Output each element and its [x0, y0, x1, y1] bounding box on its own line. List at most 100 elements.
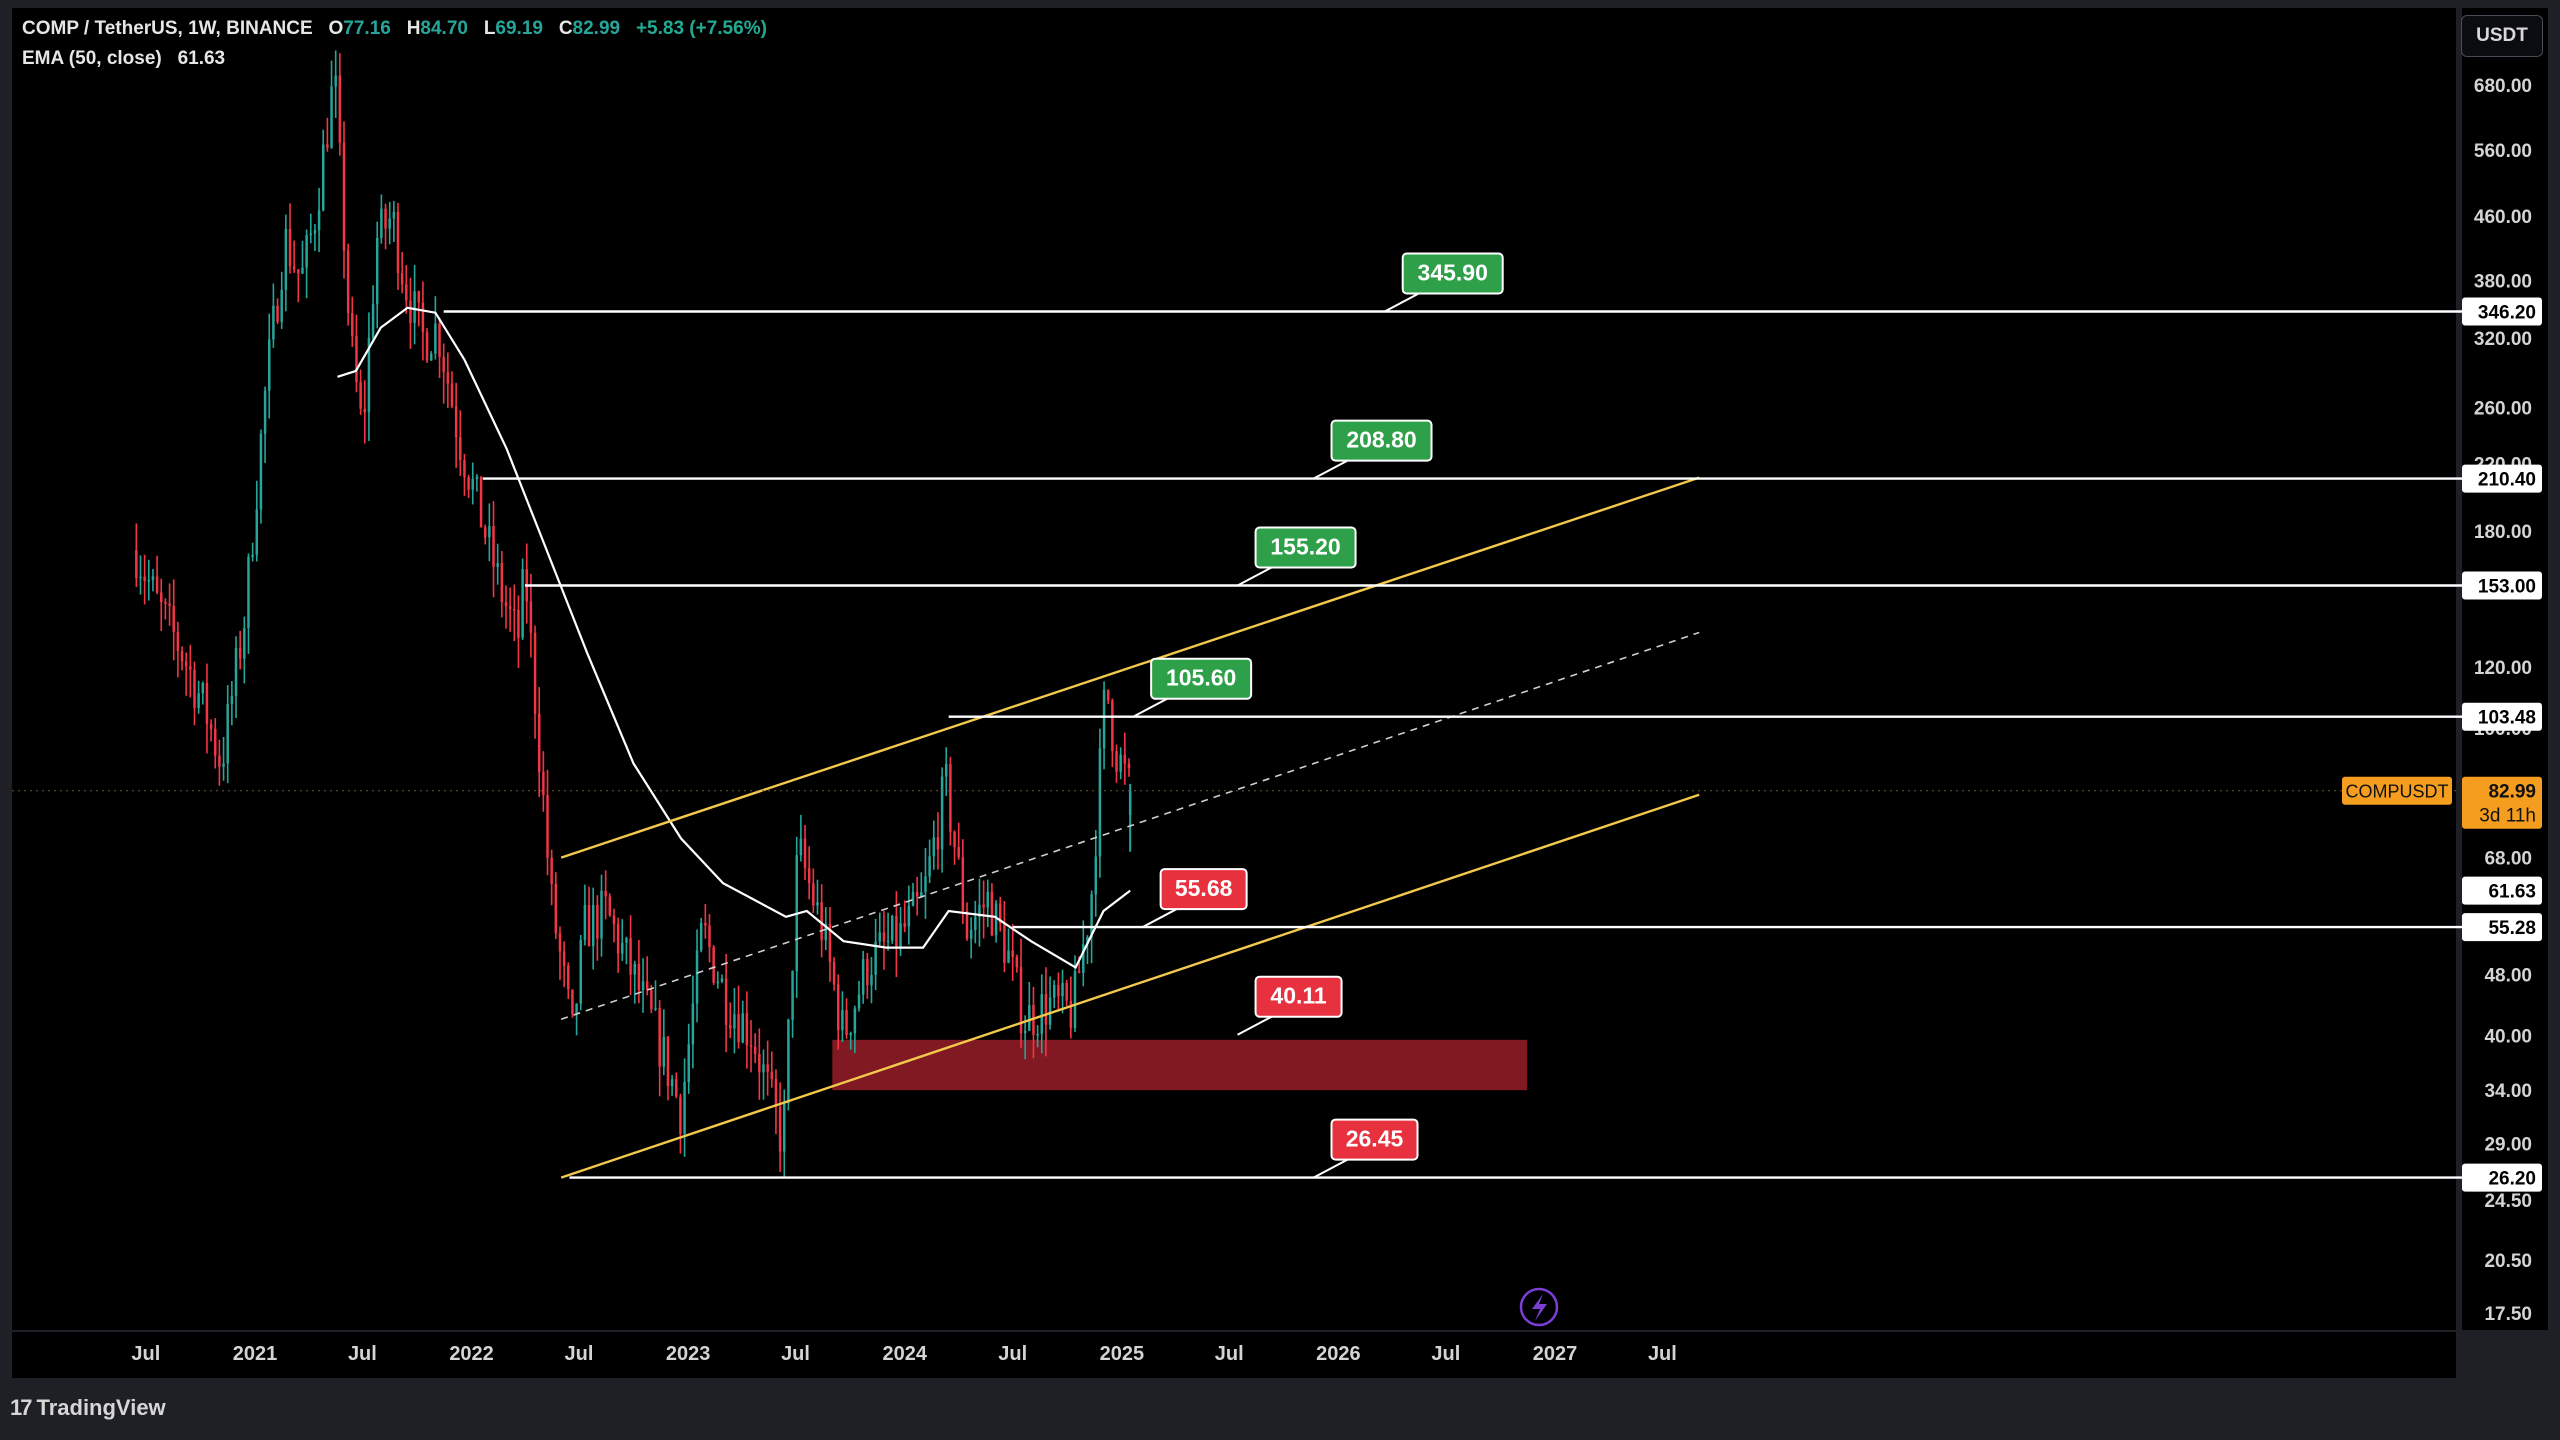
candle-body[interactable] — [650, 989, 653, 1010]
candle-body[interactable] — [828, 923, 832, 963]
candle-body[interactable] — [425, 332, 429, 361]
candle-body[interactable] — [405, 284, 408, 301]
candle-body[interactable] — [778, 1106, 782, 1152]
candle-body[interactable] — [363, 408, 367, 413]
candle-body[interactable] — [915, 892, 919, 897]
level-callout-105-60-box[interactable] — [1150, 657, 1253, 700]
candle-body[interactable] — [172, 605, 175, 632]
candle-body[interactable] — [936, 837, 940, 850]
candle-body[interactable] — [799, 838, 803, 856]
candle-body[interactable] — [226, 703, 229, 764]
candle-body[interactable] — [579, 940, 582, 1004]
candle-body[interactable] — [1069, 1000, 1073, 1029]
candle-body[interactable] — [201, 683, 205, 694]
candle-body[interactable] — [151, 576, 155, 580]
candle-body[interactable] — [467, 477, 470, 490]
candle-body[interactable] — [920, 892, 923, 897]
candle-body[interactable] — [139, 576, 142, 579]
candle-body[interactable] — [583, 905, 587, 941]
candle-body[interactable] — [737, 1014, 740, 1043]
candle-body[interactable] — [417, 291, 421, 303]
candle-body[interactable] — [500, 563, 504, 603]
price-axis[interactable] — [2462, 8, 2548, 1330]
candle-body[interactable] — [1015, 956, 1019, 968]
candle-body[interactable] — [251, 554, 254, 557]
candle-body[interactable] — [621, 942, 624, 954]
candle-body[interactable] — [197, 693, 200, 708]
candle-body[interactable] — [488, 526, 491, 538]
candle-body[interactable] — [238, 648, 242, 659]
candle-body[interactable] — [616, 924, 620, 954]
candle-body[interactable] — [313, 230, 317, 234]
candle-body[interactable] — [459, 437, 462, 461]
candle-body[interactable] — [886, 940, 890, 943]
candle-body[interactable] — [787, 1019, 790, 1104]
time-axis[interactable] — [12, 1332, 2456, 1378]
candle-body[interactable] — [338, 75, 342, 143]
candle-body[interactable] — [675, 1079, 678, 1097]
candle-body[interactable] — [575, 1003, 578, 1014]
candle-body[interactable] — [911, 892, 915, 906]
candle-body[interactable] — [301, 267, 304, 274]
channel-upper-line[interactable] — [560, 476, 1700, 859]
candle-body[interactable] — [670, 1079, 674, 1086]
candle-body[interactable] — [351, 313, 354, 337]
candle-body[interactable] — [1082, 944, 1085, 973]
currency-button[interactable]: USDT — [2461, 15, 2543, 57]
candle-body[interactable] — [820, 902, 823, 941]
candle-body[interactable] — [762, 1064, 765, 1073]
lightning-icon[interactable] — [1519, 1287, 1559, 1327]
candle-body[interactable] — [866, 959, 869, 986]
candle-body[interactable] — [591, 905, 595, 947]
candle-body[interactable] — [1094, 856, 1098, 895]
candle-body[interactable] — [209, 724, 213, 729]
candle-body[interactable] — [533, 632, 537, 714]
candle-body[interactable] — [807, 868, 811, 884]
indicator-legend[interactable]: EMA (50, close) 61.63 — [22, 48, 225, 70]
candle-body[interactable] — [442, 357, 445, 373]
candle-body[interactable] — [1040, 994, 1044, 1034]
candle-body[interactable] — [454, 406, 458, 438]
candle-body[interactable] — [587, 905, 591, 947]
candle-body[interactable] — [600, 890, 603, 939]
candle-body[interactable] — [994, 903, 998, 936]
level-callout-55-68-box[interactable] — [1159, 868, 1248, 911]
candle-body[interactable] — [874, 941, 877, 975]
candle-body[interactable] — [558, 933, 562, 952]
candle-body[interactable] — [550, 857, 553, 884]
candle-body[interactable] — [392, 211, 396, 219]
candle-body[interactable] — [496, 563, 499, 567]
candle-body[interactable] — [297, 269, 300, 274]
candle-body[interactable] — [446, 372, 450, 384]
candle-body[interactable] — [812, 883, 815, 906]
candle-body[interactable] — [263, 390, 267, 434]
candle-body[interactable] — [205, 683, 209, 725]
candle-body[interactable] — [953, 831, 956, 848]
candle-body[interactable] — [400, 273, 404, 285]
candle-body[interactable] — [1023, 1030, 1027, 1034]
candle-body[interactable] — [334, 75, 337, 87]
candle-body[interactable] — [691, 1003, 695, 1045]
candle-body[interactable] — [284, 229, 288, 290]
candle-body[interactable] — [434, 323, 437, 354]
candle-body[interactable] — [259, 433, 263, 510]
candle-body[interactable] — [841, 1010, 844, 1031]
candle-body[interactable] — [247, 556, 250, 629]
candle-body[interactable] — [1036, 1033, 1039, 1036]
candle-body[interactable] — [716, 981, 720, 984]
candle-body[interactable] — [359, 382, 362, 409]
candle-body[interactable] — [384, 208, 387, 229]
candle-body[interactable] — [961, 857, 965, 911]
candle-body[interactable] — [143, 576, 146, 581]
candle-body[interactable] — [280, 289, 283, 322]
candle-body[interactable] — [168, 603, 171, 606]
tradingview-logo[interactable]: 17 TradingView — [10, 1395, 166, 1421]
candle-body[interactable] — [924, 876, 927, 893]
candle-body[interactable] — [189, 666, 192, 670]
candle-body[interactable] — [998, 903, 1002, 924]
candle-body[interactable] — [267, 339, 271, 391]
candle-body[interactable] — [729, 1024, 732, 1029]
candle-body[interactable] — [492, 526, 495, 567]
candle-body[interactable] — [214, 728, 217, 756]
